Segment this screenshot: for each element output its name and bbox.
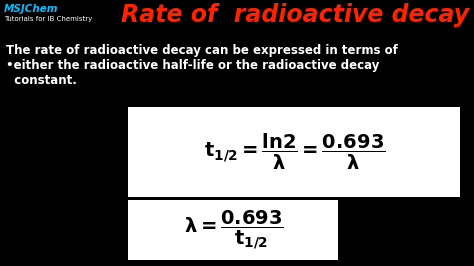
Text: constant.: constant. <box>6 74 77 87</box>
Text: $\mathbf{t_{1/2} = \dfrac{ln2}{\lambda} = \dfrac{0.693}{\lambda}}$: $\mathbf{t_{1/2} = \dfrac{ln2}{\lambda} … <box>204 132 386 172</box>
Text: Tutorials for IB Chemistry: Tutorials for IB Chemistry <box>4 16 92 22</box>
Text: Rate of  radioactive decay: Rate of radioactive decay <box>121 3 469 27</box>
Text: •either the radioactive half-life or the radioactive decay: •either the radioactive half-life or the… <box>6 59 379 72</box>
Bar <box>128 200 338 260</box>
Text: MSJChem: MSJChem <box>4 4 58 14</box>
Bar <box>128 107 460 197</box>
Text: The rate of radioactive decay can be expressed in terms of: The rate of radioactive decay can be exp… <box>6 44 398 57</box>
Text: $\mathbf{\lambda = \dfrac{0.693}{t_{1/2}}}$: $\mathbf{\lambda = \dfrac{0.693}{t_{1/2}… <box>184 209 284 251</box>
